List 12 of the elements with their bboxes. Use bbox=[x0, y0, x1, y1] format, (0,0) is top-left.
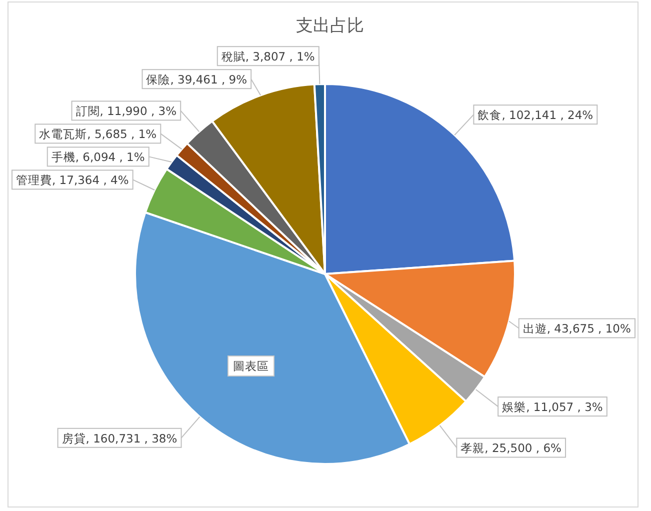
slice-label: 稅賦, 3,807 , 1% bbox=[221, 50, 315, 64]
slice-label: 保險, 39,461 , 9% bbox=[146, 72, 248, 87]
slice-label: 管理費, 17,364 , 4% bbox=[16, 173, 129, 188]
slice-label: 飲食, 102,141 , 24% bbox=[478, 108, 594, 122]
annotation: 圖表區 bbox=[228, 356, 274, 376]
slice-label: 出遊, 43,675 , 10% bbox=[522, 322, 631, 336]
slice-label: 手機, 6,094 , 1% bbox=[51, 150, 145, 164]
slice-label: 訂閱, 11,990 , 3% bbox=[76, 104, 177, 118]
slice-label: 娛樂, 11,057 , 3% bbox=[502, 400, 603, 414]
chart-title: 支出占比 bbox=[296, 16, 364, 36]
slice-label: 孝親, 25,500 , 6% bbox=[460, 441, 562, 456]
slice-label: 房貸, 160,731 , 38% bbox=[62, 431, 178, 446]
